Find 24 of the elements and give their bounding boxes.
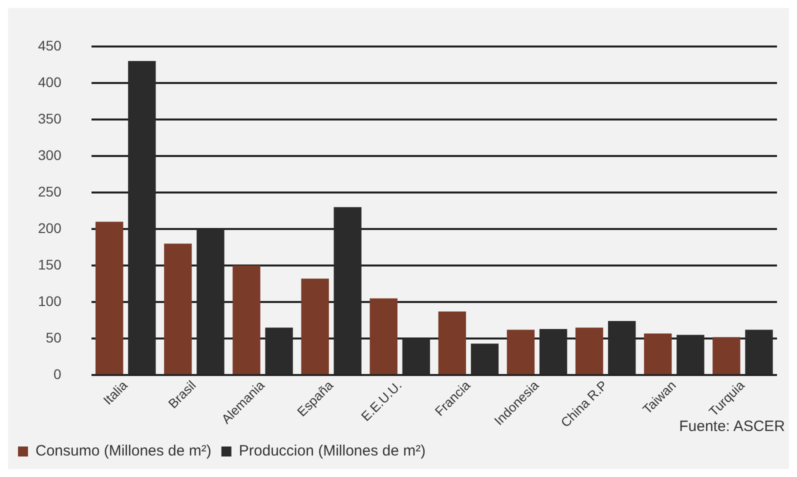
y-tick-label: 100 <box>38 292 62 309</box>
bar <box>438 312 466 374</box>
y-tick-label: 150 <box>38 256 62 272</box>
y-tick-label: 450 <box>38 37 62 54</box>
x-tick-label: Italia <box>100 377 131 408</box>
bar <box>232 266 260 374</box>
bar <box>712 337 740 374</box>
y-tick-label: 400 <box>38 74 62 90</box>
y-tick-label: 250 <box>38 183 62 200</box>
bar <box>644 333 672 374</box>
y-tick-label: 0 <box>54 366 62 382</box>
bar <box>96 222 124 374</box>
bar <box>575 328 604 374</box>
bar <box>370 298 398 374</box>
y-tick-label: 350 <box>38 110 62 126</box>
source-note: Fuente: ASCER <box>679 418 785 435</box>
bar <box>164 244 192 374</box>
bar <box>506 330 535 374</box>
y-tick-label: 200 <box>38 220 62 236</box>
y-tick-label: 50 <box>46 329 62 346</box>
bar <box>301 278 329 374</box>
y-tick-label: 300 <box>38 146 62 163</box>
legend-label: Consumo (Millones de m²) <box>36 442 212 460</box>
legend-label: Produccion (Millones de m²) <box>238 442 426 460</box>
